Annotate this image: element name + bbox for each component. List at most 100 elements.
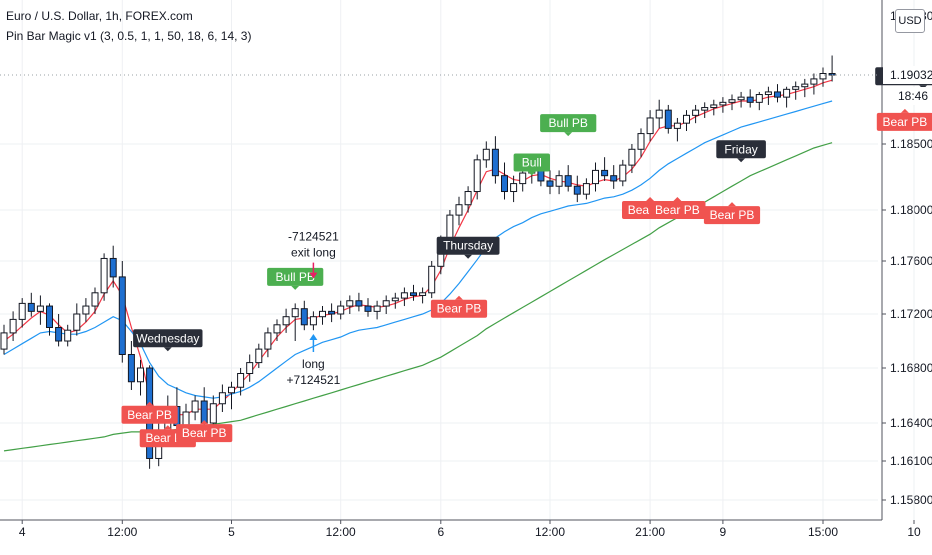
price-tick-label: 1.18500 <box>890 137 932 151</box>
countdown-label: 18:46 <box>898 89 928 103</box>
candle-body <box>55 327 63 342</box>
candle-body <box>473 159 481 193</box>
time-tick-label: 4 <box>19 525 26 539</box>
candle-body <box>628 148 636 166</box>
candle-body <box>291 308 299 318</box>
candle-body <box>309 316 317 326</box>
bear-pb-label-box <box>121 405 178 424</box>
countdown-badge <box>883 87 932 105</box>
bull-pb-label-pointer <box>527 171 536 176</box>
session-label-text: Wednesday <box>136 331 199 345</box>
bear-pb-label-pointer <box>145 401 154 406</box>
candle-body <box>109 257 117 278</box>
symbol-title[interactable]: Euro / U.S. Dollar, 1h, FOREX.com <box>6 9 193 23</box>
bear-pb-label-pointer <box>646 197 655 201</box>
bear-pb-label: Bear PB <box>121 401 178 424</box>
candle-body <box>282 316 290 326</box>
session-label-box <box>716 140 766 159</box>
candle-body <box>582 183 590 195</box>
session-label-pointer <box>163 347 172 352</box>
bear-pb-label-pointer <box>455 295 463 300</box>
bear-pb-label-pointer <box>673 197 682 201</box>
candle-body <box>0 332 8 350</box>
bear-pb-label-pointer <box>163 425 172 430</box>
indicator-title[interactable]: Pin Bar Magic v1 (3, 0.5, 1, 1, 50, 18, … <box>6 29 252 43</box>
time-tick-label: 21:00 <box>635 525 665 539</box>
candle-body <box>73 313 81 331</box>
candle-body <box>337 305 345 315</box>
last-price-label: 1.19032 <box>890 68 932 82</box>
candle-body <box>382 300 390 307</box>
candle-body <box>819 73 827 80</box>
candle-body <box>246 362 254 375</box>
exit-arrow-head <box>309 272 318 279</box>
candle-body <box>746 96 754 103</box>
time-tick-label: 12:00 <box>326 525 356 539</box>
bear-pb-label-text: Bear PB <box>655 203 700 217</box>
candle-body <box>255 348 263 364</box>
candle-body <box>328 310 336 315</box>
bear-pb-label-box <box>876 112 932 131</box>
candle-body <box>573 185 581 195</box>
candle-body <box>209 403 217 424</box>
candle-body <box>46 305 53 328</box>
time-tick-label: 12:00 <box>535 525 565 539</box>
bull-pb-label: Bull <box>513 153 550 176</box>
session-label-box <box>436 236 500 255</box>
candle-body <box>300 308 308 326</box>
fast-ma-line <box>3 79 833 423</box>
candle-body <box>319 310 326 318</box>
time-tick-label: 9 <box>720 525 727 539</box>
candle-body <box>428 265 436 294</box>
candle-body <box>91 292 99 307</box>
candle-body <box>100 257 108 294</box>
candle-body <box>546 180 554 187</box>
bear-pb-label-text: Bear PB <box>710 208 755 222</box>
candle-body <box>783 88 791 98</box>
bull-pb-label-box <box>540 114 597 133</box>
session-label: Wednesday <box>133 329 203 352</box>
candle-body <box>564 175 572 187</box>
candle-body <box>764 91 772 96</box>
price-tick-label: 1.16100 <box>890 454 932 468</box>
candle-body <box>601 169 609 177</box>
trade-annotation-text: exit long <box>291 246 336 260</box>
candle-body <box>182 411 190 427</box>
candle-body <box>692 109 700 116</box>
candle-body <box>355 300 363 307</box>
bear-pb-label-box <box>176 424 233 443</box>
session-label: Friday <box>716 140 766 163</box>
session-label-pointer <box>464 254 473 259</box>
time-tick-label: 10 <box>907 525 921 539</box>
bull-pb-label-pointer <box>564 132 573 137</box>
bull-pb-label: Bull PB <box>267 267 324 290</box>
candle-body <box>810 78 818 85</box>
trade-annotation-text: +7124521 <box>287 373 341 387</box>
bear-pb-label: Bear PB <box>876 108 932 131</box>
bear-pb-label-text: Bear PB <box>437 302 482 316</box>
candle-body <box>710 104 718 109</box>
bull-pb-label-pointer <box>291 285 300 290</box>
candle-body <box>127 354 135 383</box>
candle-body <box>683 114 690 124</box>
candle-body <box>455 204 463 216</box>
bull-pb-label-text: Bull <box>522 155 542 169</box>
session-label-text: Friday <box>724 142 757 156</box>
candle-body <box>774 91 781 98</box>
candle-body <box>364 305 372 312</box>
bear-pb-label-pointer <box>200 420 209 425</box>
currency-button[interactable]: USD <box>895 9 925 33</box>
candle-body <box>728 99 736 103</box>
candle-body <box>237 373 245 388</box>
candle-body <box>264 332 272 350</box>
candle-body <box>737 96 745 101</box>
candle-body <box>137 367 144 383</box>
candle-body <box>410 292 417 296</box>
candle-body <box>519 172 527 185</box>
candle-body <box>510 183 518 193</box>
bull-pb-label-box <box>267 267 324 286</box>
session-label-pointer <box>737 158 746 163</box>
bull-pb-label: Bull PB <box>540 114 597 137</box>
